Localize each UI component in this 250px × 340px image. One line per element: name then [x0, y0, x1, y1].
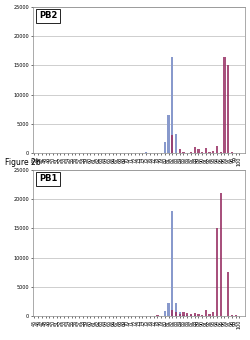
Bar — [201, 315, 203, 316]
Bar — [220, 193, 222, 316]
Bar — [194, 315, 196, 316]
Bar — [186, 315, 188, 316]
Text: PB2: PB2 — [39, 11, 57, 20]
Bar — [205, 148, 207, 153]
Bar — [216, 146, 218, 153]
Bar — [190, 315, 192, 316]
Bar — [205, 310, 207, 316]
Bar — [186, 313, 188, 316]
Bar — [216, 228, 218, 316]
Bar — [231, 315, 233, 316]
Bar — [164, 311, 166, 316]
Bar — [171, 56, 173, 153]
Bar — [179, 312, 181, 316]
Bar — [175, 312, 177, 316]
Bar — [182, 312, 184, 316]
Bar — [208, 314, 211, 316]
Bar — [171, 135, 173, 153]
Bar — [175, 303, 177, 316]
Bar — [231, 152, 233, 153]
Bar — [179, 150, 181, 153]
Bar — [212, 151, 214, 153]
Bar — [182, 152, 184, 153]
Bar — [224, 56, 226, 153]
Bar — [197, 314, 200, 316]
Bar — [201, 152, 203, 153]
Bar — [227, 65, 229, 153]
Bar — [194, 313, 196, 316]
Bar — [179, 314, 181, 316]
Bar — [156, 315, 158, 316]
Bar — [197, 150, 200, 153]
Bar — [145, 152, 147, 153]
Bar — [234, 315, 237, 316]
Bar — [164, 142, 166, 153]
Bar — [182, 315, 184, 316]
Bar — [168, 303, 170, 316]
Text: Figure 2b: Figure 2b — [5, 158, 41, 167]
Bar — [220, 152, 222, 153]
Bar — [175, 134, 177, 153]
Bar — [190, 314, 192, 316]
Bar — [194, 147, 196, 153]
Bar — [171, 211, 173, 316]
Bar — [227, 272, 229, 316]
Text: PB1: PB1 — [39, 174, 57, 183]
Bar — [168, 115, 170, 153]
Bar — [190, 152, 192, 153]
Bar — [208, 152, 211, 153]
Bar — [171, 310, 173, 316]
Bar — [212, 312, 214, 316]
